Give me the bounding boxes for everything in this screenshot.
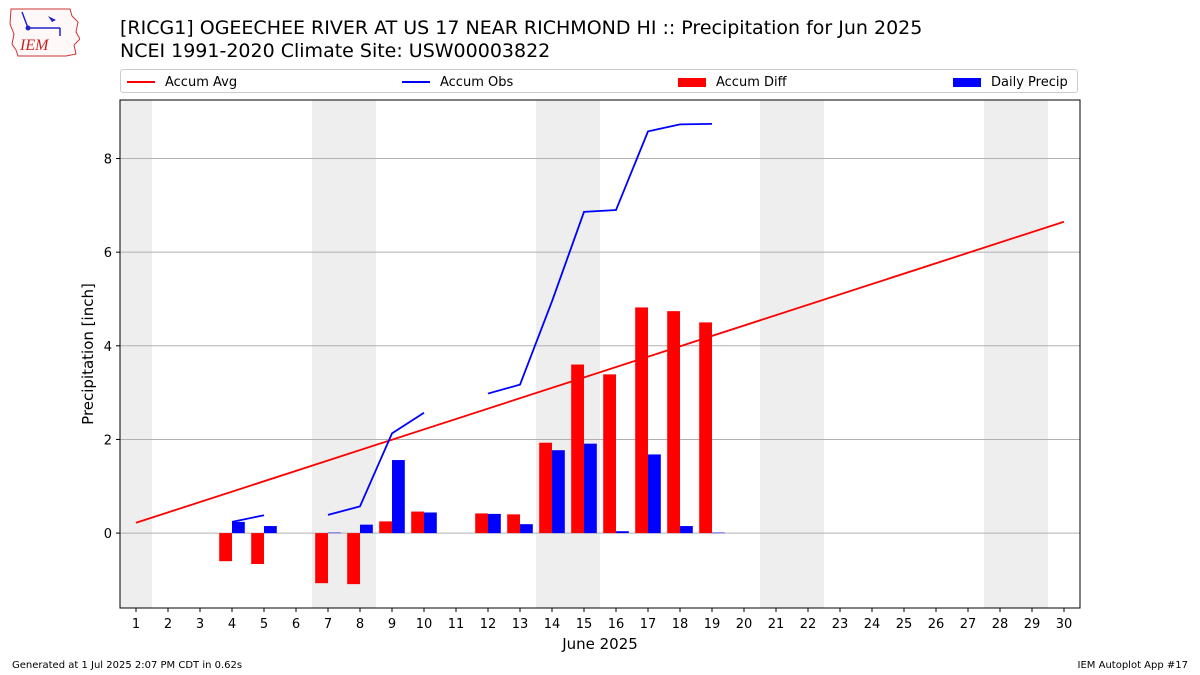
daily-precip-bar-day-15 bbox=[584, 443, 597, 534]
x-tick-label-24: 24 bbox=[864, 617, 881, 632]
daily-precip-bar-day-16 bbox=[616, 531, 629, 534]
legend-label-accum-diff: Accum Diff bbox=[716, 74, 787, 90]
x-tick-label-26: 26 bbox=[928, 617, 945, 632]
daily-precip-bar-day-7 bbox=[328, 532, 341, 534]
x-tick-label-5: 5 bbox=[260, 617, 268, 632]
weekend-shade-1 bbox=[312, 100, 376, 608]
y-tick-label-4: 8 bbox=[104, 153, 112, 168]
accum-obs-line-segment-1 bbox=[327, 412, 425, 516]
y-axis-label: Precipitation [inch] bbox=[79, 283, 97, 425]
chart-title: [RICG1] OGEECHEE RIVER AT US 17 NEAR RIC… bbox=[120, 17, 923, 39]
weekend-shade-4 bbox=[984, 100, 1048, 608]
weekend-shade-0 bbox=[120, 100, 152, 608]
x-tick-label-23: 23 bbox=[832, 617, 849, 632]
daily-precip-bar-day-9 bbox=[392, 460, 405, 534]
x-tick-label-13: 13 bbox=[512, 617, 529, 632]
y-tick-label-2: 4 bbox=[104, 340, 112, 355]
accum-avg-line-segment-0 bbox=[135, 220, 1065, 524]
x-tick-label-25: 25 bbox=[896, 617, 913, 632]
x-tick-label-14: 14 bbox=[544, 617, 561, 632]
legend-item-accum-avg: Accum Avg bbox=[127, 73, 237, 91]
accum-diff-bar-day-14 bbox=[539, 442, 552, 534]
x-tick-label-19: 19 bbox=[704, 617, 721, 632]
weekend-shade-3 bbox=[760, 100, 824, 608]
legend-swatch-accum-obs bbox=[402, 81, 430, 83]
x-axis-label: June 2025 bbox=[561, 635, 638, 653]
x-tick-label-1: 1 bbox=[132, 617, 140, 632]
legend-item-accum-obs: Accum Obs bbox=[402, 73, 513, 91]
x-tick-label-4: 4 bbox=[228, 617, 236, 632]
daily-precip-bar-day-18 bbox=[680, 526, 693, 534]
x-tick-label-29: 29 bbox=[1024, 617, 1041, 632]
daily-precip-bar-day-14 bbox=[552, 450, 565, 534]
chart-subtitle: NCEI 1991-2020 Climate Site: USW00003822 bbox=[120, 40, 551, 62]
x-tick-label-22: 22 bbox=[800, 617, 817, 632]
accum-diff-bar-day-8 bbox=[347, 533, 360, 585]
accum-diff-bar-day-18 bbox=[667, 311, 680, 534]
y-tick-label-1: 2 bbox=[104, 433, 112, 448]
autoplot-app-label: IEM Autoplot App #17 bbox=[1077, 660, 1188, 671]
accum-diff-bar-day-10 bbox=[411, 511, 424, 534]
accum-diff-bar-day-19 bbox=[699, 322, 712, 534]
x-tick-label-18: 18 bbox=[672, 617, 689, 632]
legend-item-accum-diff: Accum Diff bbox=[678, 73, 787, 91]
daily-precip-bar-day-10 bbox=[424, 512, 437, 534]
accum-diff-bar-day-13 bbox=[507, 514, 520, 534]
x-tick-label-17: 17 bbox=[640, 617, 657, 632]
daily-precip-bar-day-5 bbox=[264, 526, 277, 534]
accum-diff-bar-day-5 bbox=[251, 533, 264, 564]
x-tick-label-12: 12 bbox=[480, 617, 497, 632]
legend-label-daily-precip: Daily Precip bbox=[991, 74, 1068, 90]
legend-label-accum-avg: Accum Avg bbox=[165, 74, 238, 90]
y-tick-label-3: 6 bbox=[104, 246, 112, 261]
accum-diff-bar-day-12 bbox=[475, 513, 488, 534]
x-tick-label-20: 20 bbox=[736, 617, 753, 632]
daily-precip-bar-day-12 bbox=[488, 513, 501, 534]
accum-obs-line-segment-2 bbox=[487, 122, 713, 395]
x-tick-label-8: 8 bbox=[356, 617, 364, 632]
x-tick-label-2: 2 bbox=[164, 617, 172, 632]
x-tick-label-15: 15 bbox=[576, 617, 593, 632]
accum-obs-line-segment-0 bbox=[231, 514, 265, 523]
x-tick-label-21: 21 bbox=[768, 617, 785, 632]
x-tick-label-6: 6 bbox=[292, 617, 300, 632]
x-tick-label-11: 11 bbox=[448, 617, 465, 632]
accum-diff-bar-day-17 bbox=[635, 307, 648, 534]
iowa-state-outline bbox=[9, 8, 80, 57]
accum-diff-bar-day-7 bbox=[315, 533, 328, 584]
daily-precip-bar-day-17 bbox=[648, 454, 661, 534]
x-tick-label-27: 27 bbox=[960, 617, 977, 632]
x-tick-label-10: 10 bbox=[416, 617, 433, 632]
daily-precip-bar-day-13 bbox=[520, 524, 533, 534]
x-tick-label-30: 30 bbox=[1056, 617, 1073, 632]
x-tick-label-16: 16 bbox=[608, 617, 625, 632]
daily-precip-bar-day-8 bbox=[360, 524, 373, 534]
accum-diff-bar-day-16 bbox=[603, 374, 616, 534]
x-tick-label-9: 9 bbox=[388, 617, 396, 632]
legend: Accum Avg Accum Obs Accum Diff Daily Pre… bbox=[120, 69, 1078, 93]
generated-timestamp: Generated at 1 Jul 2025 2:07 PM CDT in 0… bbox=[12, 660, 243, 671]
legend-item-daily-precip: Daily Precip bbox=[953, 73, 1068, 91]
legend-swatch-accum-avg bbox=[127, 81, 155, 83]
daily-precip-bar-day-19 bbox=[712, 532, 725, 534]
accum-diff-bar-day-15 bbox=[571, 364, 584, 534]
iem-logo: IEM bbox=[9, 8, 80, 57]
logo-text: IEM bbox=[19, 37, 50, 54]
accum-diff-bar-day-4 bbox=[219, 533, 232, 562]
plot-frame bbox=[119, 99, 1081, 609]
legend-swatch-daily-precip bbox=[953, 77, 981, 87]
y-tick-label-0: 0 bbox=[104, 527, 112, 542]
legend-swatch-accum-diff bbox=[678, 77, 706, 87]
x-tick-label-7: 7 bbox=[324, 617, 332, 632]
x-tick-label-3: 3 bbox=[196, 617, 204, 632]
weekend-shade-2 bbox=[536, 100, 600, 608]
x-tick-label-28: 28 bbox=[992, 617, 1009, 632]
accum-diff-bar-day-9 bbox=[379, 521, 392, 534]
legend-label-accum-obs: Accum Obs bbox=[440, 74, 514, 90]
daily-precip-bar-day-4 bbox=[232, 521, 245, 534]
